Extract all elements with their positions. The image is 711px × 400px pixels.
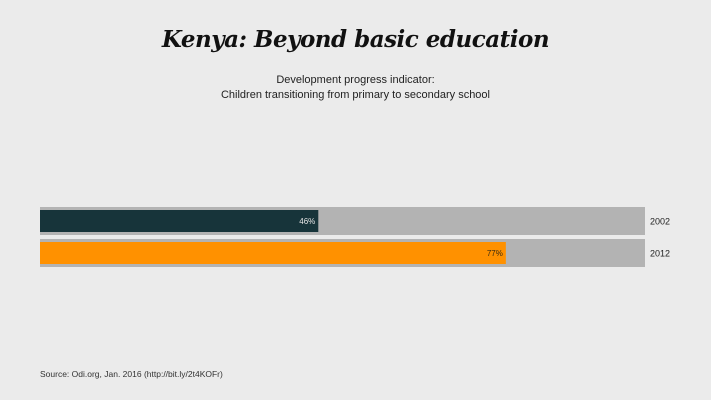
subtitle-line-1: Development progress indicator:	[276, 74, 435, 86]
bar-2002	[40, 210, 319, 232]
source-note: Source: Odi.org, Jan. 2016 (http://bit.l…	[40, 369, 223, 379]
bar-2012	[40, 242, 506, 264]
data-label-2012: 77%	[487, 249, 503, 258]
category-label-2012: 2012	[650, 249, 670, 259]
data-label-2002: 46%	[299, 217, 315, 226]
category-label-2002: 2002	[650, 217, 670, 227]
subtitle-line-2: Children transitioning from primary to s…	[220, 89, 490, 101]
chart-subtitle: Development progress indicator: Children…	[0, 73, 711, 103]
chart-title: Kenya: Beyond basic education	[161, 26, 550, 53]
